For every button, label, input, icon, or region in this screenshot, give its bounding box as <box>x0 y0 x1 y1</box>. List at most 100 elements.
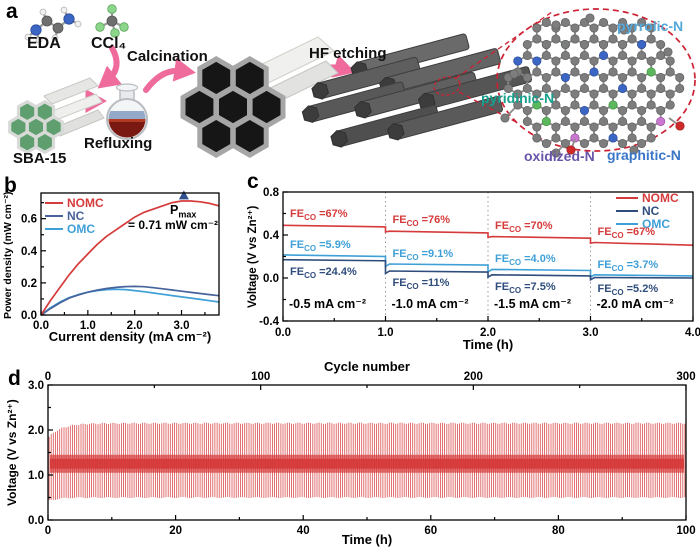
tick-label: 0.0 <box>263 273 279 285</box>
legend-item: NOMC <box>45 196 104 209</box>
tick-label: 3.0 <box>174 320 190 332</box>
tick-label: 2.0 <box>480 327 496 339</box>
fe-co-annotation: FECO =3.7% <box>597 258 659 273</box>
legend-swatch <box>616 222 638 225</box>
hf-etching-label: HF etching <box>309 45 387 62</box>
series-nomc <box>282 224 694 246</box>
panel-b-label: b <box>4 174 17 197</box>
current-density-label: -2.0 mA cm⁻² <box>596 297 674 311</box>
legend-swatch <box>45 214 63 217</box>
panel-b-legend: NOMC NC OMC <box>45 196 104 235</box>
tick-label: 0.0 <box>28 515 44 527</box>
tick-label: 0.4 <box>21 246 38 258</box>
series-nc <box>282 258 694 282</box>
tick-label: 3.0 <box>583 327 599 339</box>
panel-d-label: d <box>8 367 21 390</box>
pmax-marker <box>178 190 189 200</box>
d-xaxis-title: Time (h) <box>341 532 393 547</box>
sba15-structure <box>8 77 105 155</box>
fe-co-annotation: FECO =11% <box>392 277 450 292</box>
pyridinic-n-label: pyridinic-N <box>481 90 555 106</box>
legend-item: NC <box>45 209 104 222</box>
tick-label: 0.0 <box>33 320 49 332</box>
c-yaxis-title: Voltage (V vs Zn²⁺) <box>247 205 259 309</box>
fe-co-annotation: FECO =7.5% <box>495 280 556 295</box>
tick-label: 300 <box>676 371 695 383</box>
tick-label: 0.4 <box>263 230 280 242</box>
legend-swatch <box>45 201 63 204</box>
legend-label: OMC <box>67 221 95 236</box>
tick-label: 0.8 <box>263 187 280 199</box>
tick-label: 1.0 <box>28 470 44 482</box>
ccl4-label: CCl₄ <box>91 35 127 52</box>
panel-c-legend: NOMC NC OMC <box>616 191 679 230</box>
legend-item: OMC <box>616 217 679 230</box>
refluxing-label: Refluxing <box>84 135 153 152</box>
current-density-label: -1.0 mA cm⁻² <box>391 297 469 311</box>
tick-label: 20 <box>169 525 182 537</box>
panel-c-label: c <box>247 170 259 193</box>
tick-label: 1.0 <box>80 320 96 332</box>
legend-swatch <box>45 227 63 230</box>
fe-co-annotation: FECO =24.4% <box>290 265 357 280</box>
panel-b-chart: 0.0 1.0 2.0 3.0 0.0 0.2 0.4 0.6 <box>21 190 220 332</box>
series-nomc <box>40 200 220 316</box>
d-yaxis-title: Voltage (V vs Zn²⁺) <box>5 399 19 507</box>
tick-label: 1.0 <box>378 327 394 339</box>
zoom-circle <box>496 8 696 152</box>
flask-icon <box>106 83 148 140</box>
fe-co-annotation: FECO =5.2% <box>597 283 659 298</box>
panel-c-chart: 0.0 1.0 2.0 3.0 4.0-0.40.00.40.8 <box>259 187 700 339</box>
fe-co-annotation: FECO =5.9% <box>290 238 351 254</box>
tick-label: 2.0 <box>28 425 44 437</box>
tick-label: 0.6 <box>21 214 37 226</box>
plateau-band-core <box>50 458 684 469</box>
plot-frame <box>40 192 220 316</box>
legend-label: OMC <box>642 216 670 231</box>
fe-co-annotation: FECO =4.0% <box>495 253 556 268</box>
process-arrow-icon <box>97 45 122 89</box>
pmax-symbol: Pmax <box>170 203 197 220</box>
eda-label: EDA <box>27 35 61 52</box>
oxidized-n-label: oxidized-N <box>524 148 595 164</box>
legend-label: NC <box>642 203 660 218</box>
pmax-value: = 0.71 mW cm⁻² <box>128 218 219 232</box>
tick-label: 4.0 <box>685 327 700 339</box>
tick-label: 0.2 <box>21 278 37 290</box>
tick-label: 3.0 <box>28 380 44 392</box>
b-xaxis-title: Current density (mA cm⁻²) <box>48 329 212 344</box>
legend-label: NOMC <box>642 190 679 205</box>
fe-co-annotation: FECO =76% <box>392 214 451 229</box>
current-density-label: -1.5 mA cm⁻² <box>494 297 571 311</box>
panel-a-illustration <box>8 4 696 158</box>
panel-d-chart: 0 20 40 60 80 100 0 100 200 300 0.0 1.0 2.0 3.0 <box>28 371 696 537</box>
legend-label: NC <box>67 208 85 223</box>
tick-label: 100 <box>251 371 270 383</box>
tick-label: 0.0 <box>21 310 37 322</box>
tick-label: 80 <box>552 525 565 537</box>
sba15-label: SBA-15 <box>13 150 67 167</box>
fe-co-annotation: FECO =70% <box>495 219 553 234</box>
legend-item: OMC <box>45 222 104 235</box>
calcination-label: Calcination <box>127 48 208 65</box>
tick-label: 0.0 <box>275 327 291 339</box>
tick-label: 0 <box>45 525 51 537</box>
legend-label: NOMC <box>67 195 104 210</box>
d-top-xaxis-title: Cycle number <box>324 359 410 374</box>
tick-label: 60 <box>424 525 437 537</box>
calcined-structure <box>180 36 339 158</box>
molecular-flake <box>500 13 685 158</box>
tick-label: 200 <box>464 371 483 383</box>
ccl4-molecule-icon <box>95 4 129 38</box>
tick-label: 2.0 <box>127 320 143 332</box>
panel-a-label: a <box>6 0 18 23</box>
cycling-curve <box>48 422 686 501</box>
tick-label: 40 <box>297 525 310 537</box>
fe-co-annotation: FECO =9.1% <box>392 248 454 263</box>
process-arrow-icon <box>143 57 196 93</box>
legend-swatch <box>616 196 638 199</box>
fe-co-annotation: FECO =67% <box>290 208 348 223</box>
zoom-source-circle <box>433 76 461 96</box>
